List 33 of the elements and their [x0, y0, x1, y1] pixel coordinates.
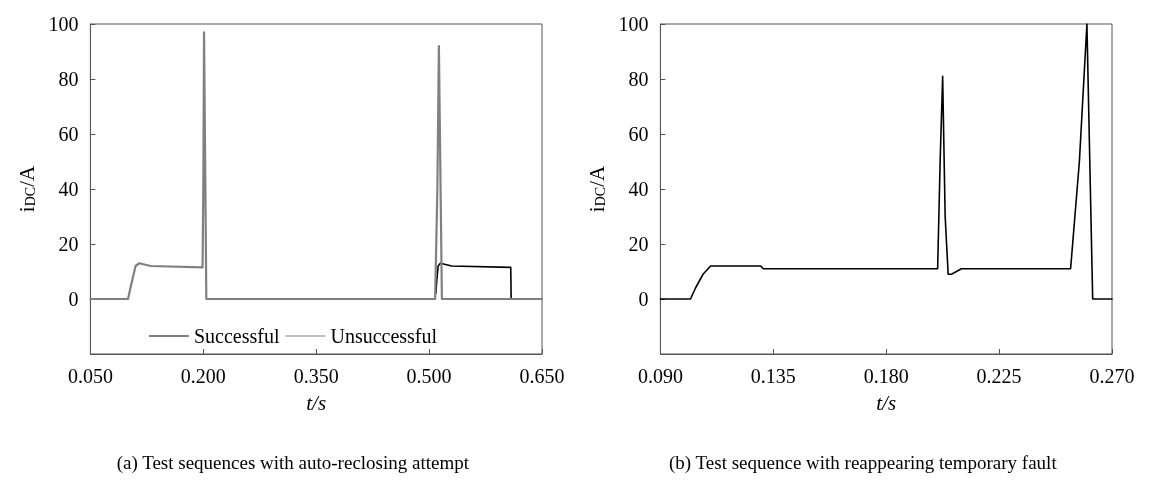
y-tick-label: 0	[68, 288, 79, 310]
y-tick-label: 20	[628, 233, 649, 255]
text: (b) Test sequence with reappearing temporary fault	[669, 452, 1058, 474]
y-tick-label: 0	[638, 288, 649, 310]
x-tick-label: 0.135	[750, 365, 796, 387]
x-axis-title: t/s	[876, 390, 897, 415]
y-tick-label: 80	[58, 68, 79, 90]
y-tick-label: 60	[58, 123, 79, 145]
y-axis-title: iDC/A	[14, 165, 39, 213]
line-series	[435, 262, 512, 300]
x-tick-label: 0.500	[406, 365, 452, 387]
y-tick-label: 20	[58, 233, 79, 255]
legend-label: Unsuccessful	[330, 325, 438, 347]
x-tick-label: 0.650	[519, 365, 565, 387]
x-tick-label: 0.350	[293, 365, 339, 387]
y-tick-label: 60	[628, 123, 649, 145]
x-axis-title: t/s	[306, 390, 327, 415]
y-tick-label: 40	[628, 178, 649, 200]
line-series	[659, 23, 1113, 300]
y-tick-label: 100	[618, 13, 649, 35]
x-tick-label: 0.090	[637, 365, 683, 387]
legend-label: Successful	[193, 325, 280, 347]
y-tick-label: 40	[58, 178, 79, 200]
x-tick-label: 0.200	[180, 365, 226, 387]
line-series	[89, 31, 544, 301]
x-tick-label: 0.050	[67, 365, 113, 387]
y-tick-label: 100	[48, 13, 79, 35]
text: (a) Test sequences with auto-reclosing attempt	[116, 452, 470, 474]
x-tick-label: 0.225	[976, 365, 1022, 387]
y-tick-label: 80	[628, 68, 649, 90]
x-tick-label: 0.270	[1089, 365, 1135, 387]
x-tick-label: 0.180	[863, 365, 909, 387]
y-axis-title: iDC/A	[584, 165, 609, 213]
